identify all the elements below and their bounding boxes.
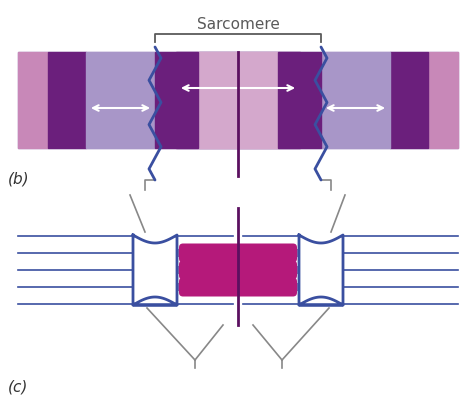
- Text: (b): (b): [8, 172, 29, 187]
- Bar: [321, 52, 390, 148]
- Text: Sarcomere: Sarcomere: [197, 17, 280, 32]
- Bar: [48, 52, 86, 148]
- FancyBboxPatch shape: [179, 278, 297, 296]
- Bar: [86, 52, 155, 148]
- Bar: [198, 52, 278, 148]
- Text: (c): (c): [8, 380, 28, 395]
- Bar: [390, 52, 428, 148]
- Bar: [18, 52, 458, 148]
- Bar: [18, 52, 48, 148]
- Bar: [428, 52, 458, 148]
- FancyBboxPatch shape: [179, 260, 297, 280]
- Bar: [278, 52, 300, 148]
- Bar: [176, 52, 198, 148]
- FancyBboxPatch shape: [179, 244, 297, 262]
- Bar: [155, 52, 321, 148]
